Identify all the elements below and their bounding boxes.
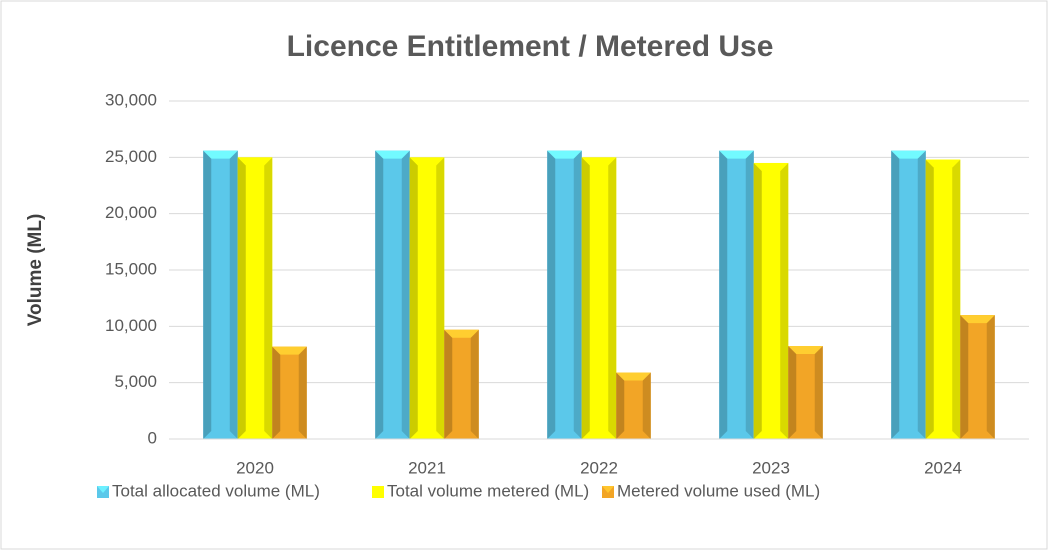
bar-bevel-right <box>642 372 651 439</box>
bar-bevel-left <box>581 157 590 440</box>
bar-bevel-top <box>719 150 754 159</box>
bar-bevel-right <box>745 150 754 439</box>
y-axis-label: Volume (ML) <box>25 214 46 327</box>
bar-bevel-left <box>375 150 384 439</box>
bar-bevel-right <box>436 157 445 440</box>
y-tick-label: 30,000 <box>105 90 157 109</box>
y-tick-label: 10,000 <box>105 316 157 335</box>
bar-bevel-top <box>891 150 926 159</box>
bar-bevel-right <box>229 150 238 439</box>
y-tick-label: 0 <box>148 428 157 447</box>
bar-bevel-top <box>960 315 995 324</box>
bar-bevel-right <box>986 315 995 439</box>
bar-bevel-top <box>237 157 273 166</box>
bar-bevel-top <box>925 159 961 168</box>
x-tick-label: 2020 <box>236 458 274 477</box>
bar-bevel-right <box>264 157 273 440</box>
bar-bevel-right <box>470 329 479 439</box>
bar-bevel-left <box>753 162 762 439</box>
bar-bevel-top <box>203 150 238 159</box>
bar-bevel-left <box>891 150 900 439</box>
bar-bevel-left <box>203 150 212 439</box>
bar-bevel-left <box>547 150 556 439</box>
bar-bevel-left <box>272 346 281 439</box>
y-tick-label: 15,000 <box>105 259 157 278</box>
bar-bevel-right <box>814 346 823 439</box>
x-tick-label: 2024 <box>924 458 962 477</box>
bar-bevel-left <box>960 315 969 439</box>
bar-bevel-top <box>581 157 617 166</box>
x-tick-label: 2021 <box>408 458 446 477</box>
legend-swatch-bevel <box>602 486 614 493</box>
bar-bevel-left <box>237 157 246 440</box>
bar-bevel-left <box>444 329 453 439</box>
x-tick-label: 2022 <box>580 458 618 477</box>
legend-label: Metered volume used (ML) <box>617 481 820 500</box>
y-tick-label: 5,000 <box>114 372 157 391</box>
bar-bevel-right <box>952 159 961 439</box>
bar-bevel-left <box>788 346 797 439</box>
y-tick-label: 25,000 <box>105 147 157 166</box>
legend-label: Total volume metered (ML) <box>387 481 589 500</box>
bar-bevel-left <box>719 150 728 439</box>
x-tick-label: 2023 <box>752 458 790 477</box>
bar-bevel-top <box>409 157 445 166</box>
bar-bevel-top <box>375 150 410 159</box>
y-tick-label: 20,000 <box>105 203 157 222</box>
bar-bevel-top <box>272 346 307 355</box>
bar-bevel-top <box>616 372 651 381</box>
bar-bevel-left <box>409 157 418 440</box>
bar-bevel-right <box>608 157 617 440</box>
bar-bevel-right <box>298 346 307 439</box>
legend-label: Total allocated volume (ML) <box>112 481 320 500</box>
bar-bevel-left <box>616 372 625 439</box>
bar-bevel-top <box>444 329 479 338</box>
bar-bevel-right <box>917 150 926 439</box>
bar-bevel-top <box>753 162 789 171</box>
bar-bevel-left <box>925 159 934 439</box>
chart-title: Licence Entitlement / Metered Use <box>287 30 774 63</box>
bar-bevel-right <box>401 150 410 439</box>
bar-bevel-top <box>547 150 582 159</box>
legend-swatch-bevel <box>372 486 384 493</box>
bar-bevel-right <box>573 150 582 439</box>
legend-swatch-bevel <box>97 486 109 493</box>
bar-bevel-top <box>788 346 823 355</box>
bar-bevel-right <box>780 162 789 439</box>
